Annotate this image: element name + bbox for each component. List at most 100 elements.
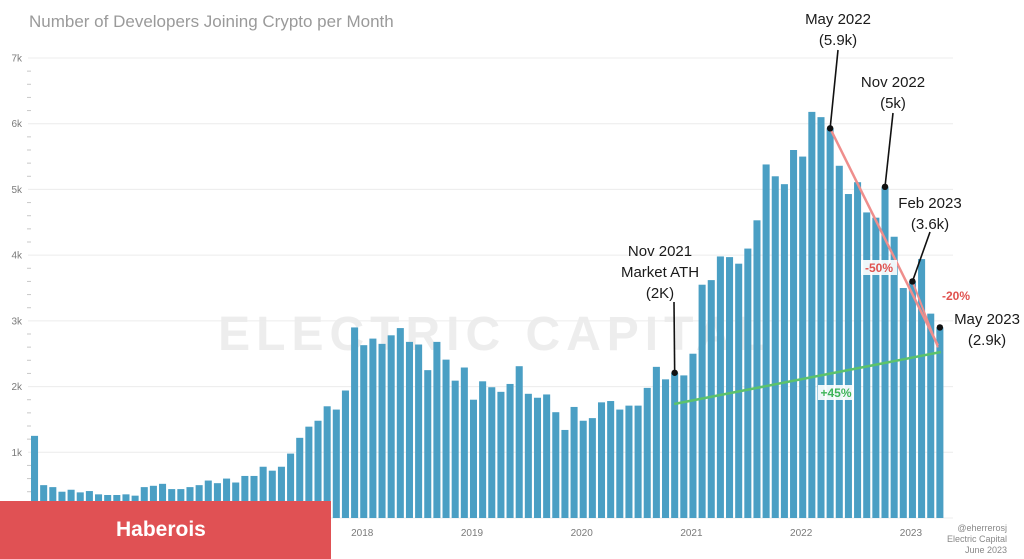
annotation-line: (5k) — [880, 95, 906, 112]
bar — [817, 117, 825, 519]
bar — [872, 217, 880, 518]
bar — [451, 380, 459, 518]
y-gridlines — [28, 57, 953, 519]
growth-trend-line — [673, 350, 942, 406]
bar — [918, 259, 926, 518]
x-tick-label: 2018 — [351, 528, 374, 539]
bar — [387, 335, 395, 518]
y-tick-label: 1k — [11, 448, 23, 459]
bar — [442, 359, 450, 518]
annotation-leader-line — [673, 301, 676, 373]
bar — [241, 475, 249, 518]
bar — [616, 409, 624, 518]
trend-label: -50% — [865, 261, 893, 275]
bar — [680, 375, 688, 518]
bar — [314, 420, 322, 518]
annotation-line: (2.9k) — [968, 332, 1006, 349]
bar — [808, 111, 816, 518]
bar — [250, 475, 258, 518]
y-tick-label: 4k — [11, 251, 23, 262]
annotation-line: Nov 2021 — [628, 243, 692, 260]
bar — [753, 220, 761, 519]
watermark: ELECTRIC CAPITAL — [218, 308, 772, 361]
bar — [844, 194, 852, 518]
bar — [360, 345, 368, 518]
bar — [332, 409, 340, 518]
annotation-label: Feb 2023 (3.6k) — [898, 195, 961, 233]
chart-title: Number of Developers Joining Crypto per … — [29, 12, 394, 31]
bar — [351, 327, 359, 518]
bar — [643, 387, 651, 518]
brand-banner: Haberois — [0, 501, 331, 559]
bar — [780, 184, 788, 518]
y-tick-label: 2k — [11, 382, 23, 393]
credit-line: Electric Capital — [947, 534, 1007, 544]
watermark-text: ELECTRIC CAPITAL — [218, 308, 772, 361]
bar — [634, 405, 642, 518]
bar — [927, 313, 935, 518]
bar — [259, 466, 267, 518]
annotation-line: (2K) — [646, 285, 674, 302]
annotation-dot — [909, 278, 916, 285]
bar — [287, 453, 295, 518]
bar — [479, 381, 487, 518]
bar — [689, 353, 697, 518]
annotation-dot — [936, 324, 944, 331]
annotation-label: May 2022 (5.9k) — [805, 11, 871, 49]
annotation-dot — [671, 369, 678, 376]
bar — [232, 482, 240, 518]
bar — [652, 366, 660, 518]
bar — [369, 338, 377, 518]
bar — [405, 341, 413, 518]
trend-label-bg — [861, 260, 897, 275]
bar — [726, 257, 734, 518]
annotation-line: Market ATH — [621, 264, 699, 281]
annotation-line: Nov 2022 — [861, 74, 925, 91]
bar — [31, 435, 39, 518]
bar — [588, 418, 596, 518]
annotation-line: May 2022 — [805, 11, 871, 28]
bar — [433, 341, 441, 518]
annotation-line: Feb 2023 — [898, 195, 961, 212]
annotation-line: (5.9k) — [819, 32, 857, 49]
bar — [625, 405, 633, 518]
bar — [488, 387, 496, 518]
trend-label-bg — [938, 288, 974, 303]
trend-label: -20% — [942, 289, 970, 303]
bar — [698, 284, 706, 518]
bar — [341, 390, 349, 518]
bar — [378, 343, 386, 518]
bar — [460, 367, 468, 518]
bar — [524, 393, 532, 518]
decline-trend-line-short — [911, 281, 939, 348]
y-axis-ticks: 01k2k3k4k5k6k7k — [11, 54, 31, 525]
y-tick-label: 5k — [11, 185, 23, 196]
bars — [31, 111, 944, 519]
bar — [561, 429, 569, 518]
bar — [533, 397, 542, 518]
bar — [296, 437, 304, 518]
x-tick-label: 2023 — [900, 528, 923, 539]
annotation-dot — [881, 183, 889, 190]
bar — [790, 150, 798, 518]
y-tick-label: 6k — [11, 119, 23, 130]
bar — [579, 420, 587, 518]
bar — [552, 412, 560, 518]
bar — [323, 406, 331, 518]
bar — [890, 236, 898, 518]
x-tick-label: 2020 — [571, 528, 594, 539]
annotation-dot — [826, 125, 834, 132]
bar — [607, 401, 615, 518]
bar — [506, 383, 514, 518]
bar — [415, 344, 423, 518]
annotation-label: Nov 2021 Market ATH (2K) — [621, 243, 699, 302]
bar — [305, 426, 313, 518]
banner-text: Haberois — [116, 518, 206, 541]
y-tick-label: 7k — [11, 54, 23, 65]
bar — [854, 182, 862, 518]
bar — [469, 399, 478, 518]
bar — [159, 483, 167, 518]
annotations: May 2022 (5.9k) Nov 2022 (5k) Feb 2023 (3.6k)… — [621, 11, 1020, 376]
bar — [424, 370, 432, 518]
